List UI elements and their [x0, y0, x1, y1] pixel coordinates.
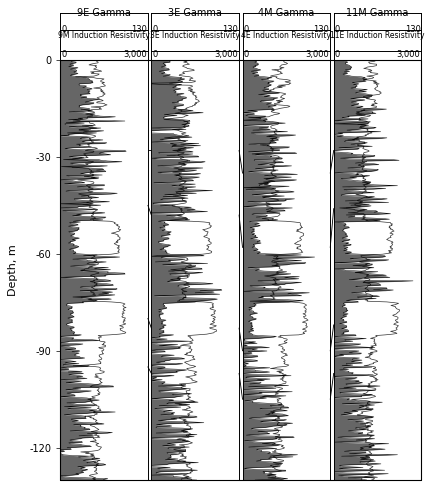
- Text: Depth, m: Depth, m: [8, 244, 18, 296]
- Text: 130: 130: [222, 25, 238, 34]
- Text: 130: 130: [405, 25, 421, 34]
- Text: 0: 0: [152, 25, 157, 34]
- Text: 3,000: 3,000: [397, 50, 421, 59]
- Text: 11M Gamma: 11M Gamma: [346, 8, 409, 18]
- Text: 4E Induction Resistivity: 4E Induction Resistivity: [241, 31, 332, 40]
- Text: 130: 130: [313, 25, 329, 34]
- Text: 0: 0: [243, 25, 249, 34]
- Text: 0: 0: [61, 25, 66, 34]
- Text: 11E Induction Resistivity: 11E Induction Resistivity: [330, 31, 425, 40]
- Text: 9M Induction Resistivity: 9M Induction Resistivity: [58, 31, 150, 40]
- Text: 3,000: 3,000: [215, 50, 238, 59]
- Text: 0: 0: [335, 50, 340, 59]
- Text: 0: 0: [243, 50, 249, 59]
- Text: 9E Gamma: 9E Gamma: [77, 8, 131, 18]
- Text: 3E Gamma: 3E Gamma: [168, 8, 222, 18]
- Text: 130: 130: [131, 25, 147, 34]
- Text: 0: 0: [335, 25, 340, 34]
- Text: 0: 0: [61, 50, 66, 59]
- Text: 0: 0: [152, 50, 157, 59]
- Text: 3,000: 3,000: [306, 50, 329, 59]
- Text: 4M Gamma: 4M Gamma: [258, 8, 314, 18]
- Text: 3E Induction Resistivity: 3E Induction Resistivity: [150, 31, 240, 40]
- Text: 3,000: 3,000: [123, 50, 147, 59]
